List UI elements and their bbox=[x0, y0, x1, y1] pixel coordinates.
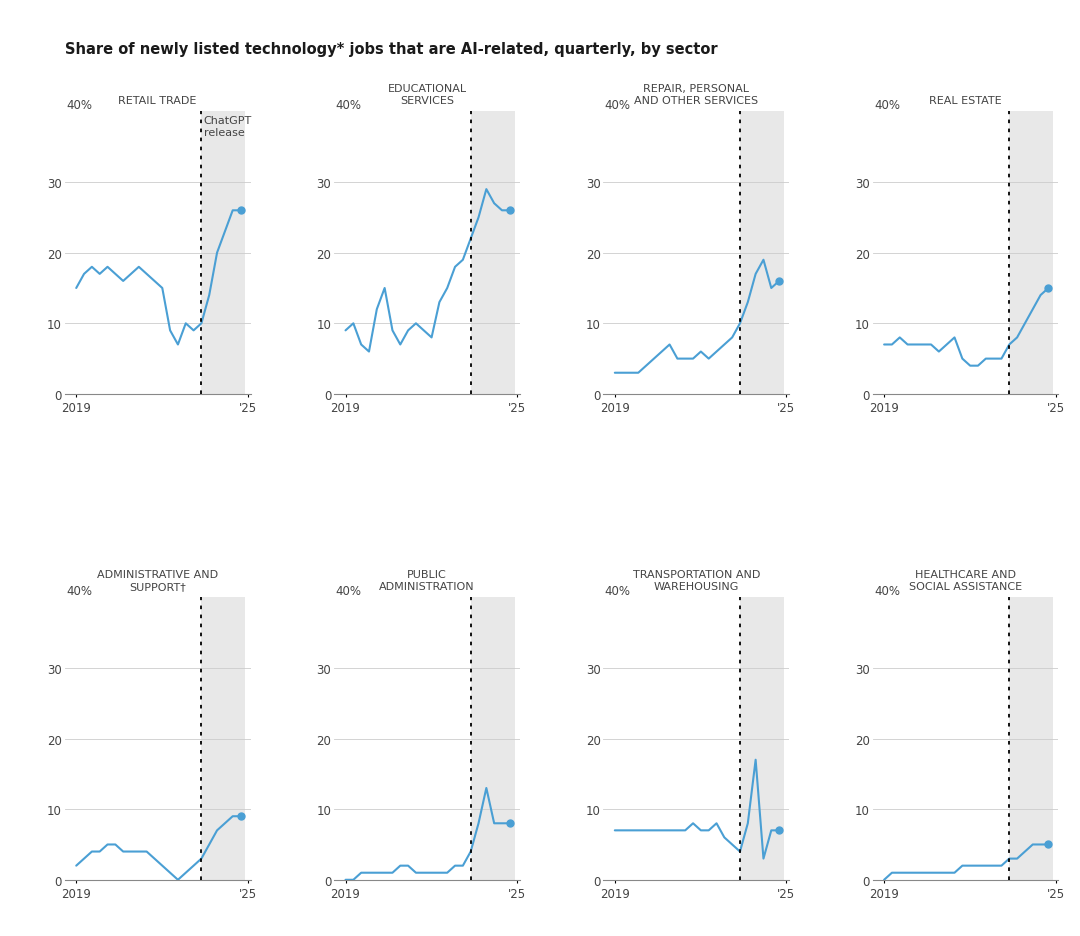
Text: ChatGPT
release: ChatGPT release bbox=[204, 116, 252, 139]
Bar bbox=[201, 112, 245, 394]
Bar bbox=[471, 598, 514, 880]
Text: 40%: 40% bbox=[874, 99, 900, 112]
Text: Share of newly listed technology* jobs that are AI-related, quarterly, by sector: Share of newly listed technology* jobs t… bbox=[65, 42, 717, 57]
Text: 40%: 40% bbox=[66, 99, 92, 112]
Bar bbox=[740, 598, 784, 880]
Bar bbox=[740, 112, 784, 394]
Bar bbox=[1010, 112, 1053, 394]
Title: PUBLIC
ADMINISTRATION: PUBLIC ADMINISTRATION bbox=[379, 569, 475, 592]
Text: 40%: 40% bbox=[605, 585, 631, 598]
Bar bbox=[1010, 598, 1053, 880]
Title: REPAIR, PERSONAL
AND OTHER SERVICES: REPAIR, PERSONAL AND OTHER SERVICES bbox=[634, 83, 758, 106]
Title: ADMINISTRATIVE AND
SUPPORT†: ADMINISTRATIVE AND SUPPORT† bbox=[97, 569, 218, 592]
Title: EDUCATIONAL
SERVICES: EDUCATIONAL SERVICES bbox=[388, 83, 467, 106]
Text: 40%: 40% bbox=[336, 99, 362, 112]
Bar bbox=[201, 598, 245, 880]
Text: 40%: 40% bbox=[336, 585, 362, 598]
Title: REAL ESTATE: REAL ESTATE bbox=[929, 96, 1002, 106]
Title: TRANSPORTATION AND
WAREHOUSING: TRANSPORTATION AND WAREHOUSING bbox=[633, 569, 760, 592]
Bar bbox=[471, 112, 514, 394]
Text: 40%: 40% bbox=[874, 585, 900, 598]
Title: HEALTHCARE AND
SOCIAL ASSISTANCE: HEALTHCARE AND SOCIAL ASSISTANCE bbox=[909, 569, 1022, 592]
Text: 40%: 40% bbox=[605, 99, 631, 112]
Title: RETAIL TRADE: RETAIL TRADE bbox=[119, 96, 197, 106]
Text: 40%: 40% bbox=[66, 585, 92, 598]
